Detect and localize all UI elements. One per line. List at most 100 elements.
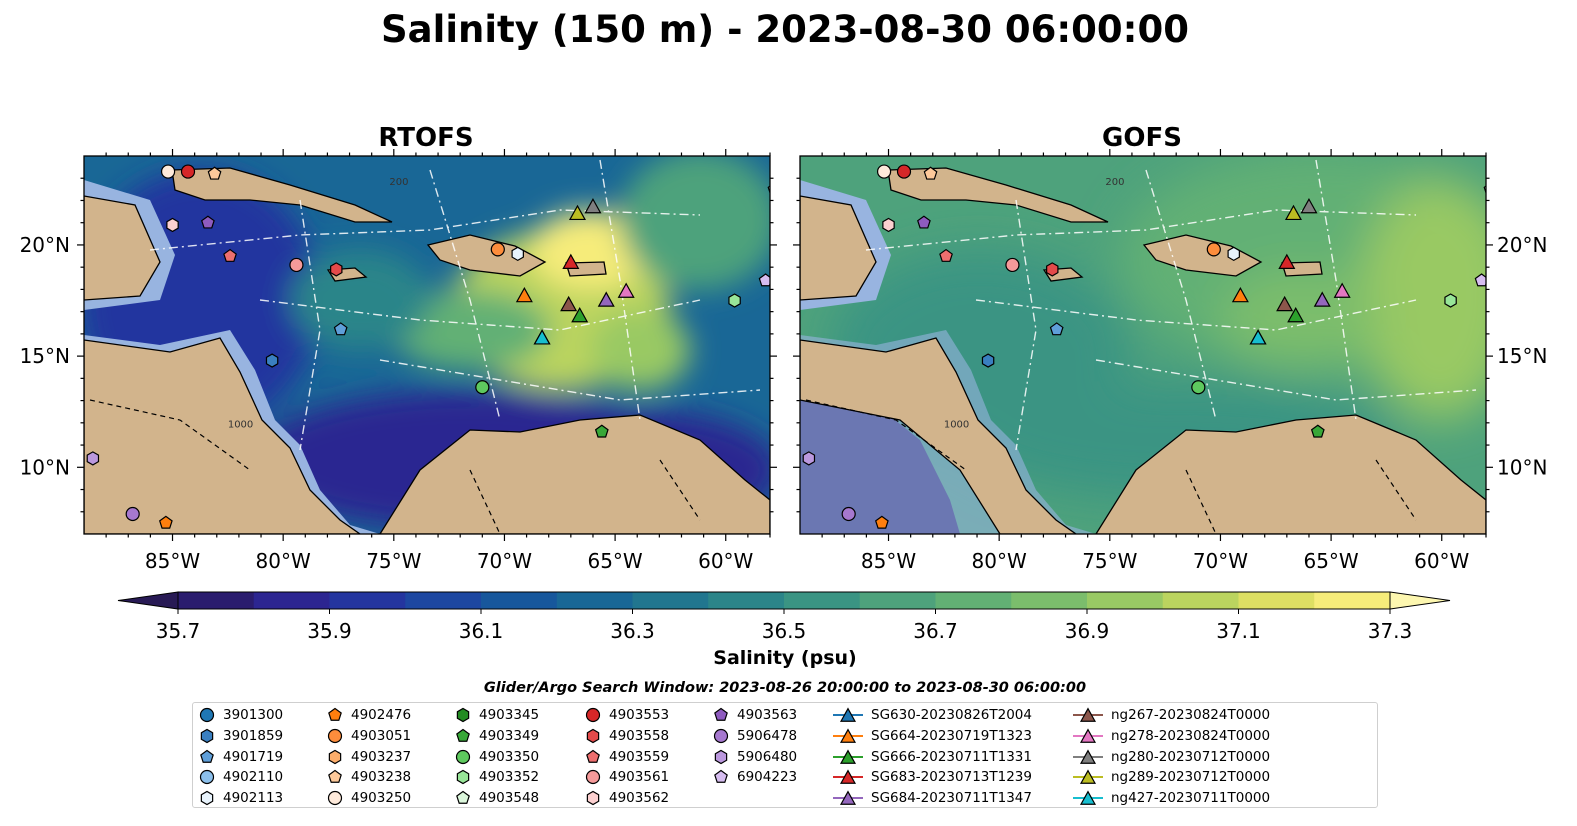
observation-marker-4903563 <box>201 215 215 229</box>
rtofs-panel-title: RTOFS <box>378 123 473 153</box>
legend-swatch <box>585 707 601 723</box>
colorbar-bin <box>253 592 330 609</box>
observation-marker-4903352 <box>1444 293 1457 308</box>
legend-marker <box>200 728 214 743</box>
legend-label: ng280-20230712T0000 <box>1111 748 1271 765</box>
legend-entry: 4903352 <box>455 767 539 787</box>
colorbar-tick-label: 37.3 <box>1368 619 1413 643</box>
legend-entry: ng278-20230824T0000 <box>1073 726 1270 746</box>
legend-swatch <box>714 707 728 721</box>
x-tick-label: 75°W <box>1082 549 1137 573</box>
legend-entry: SG664-20230719T1323 <box>833 726 1032 746</box>
observation-marker-ng280-20230712T0000 <box>1300 198 1318 214</box>
x-tick-label: 80°W <box>972 549 1027 573</box>
observation-marker-3901859 <box>265 353 279 368</box>
observation-marker-ng427-20230711T0000 <box>1249 329 1267 345</box>
observation-marker-4903562 <box>882 217 895 233</box>
legend-label: 4903051 <box>351 727 412 744</box>
observation-marker-6904223 <box>758 273 770 287</box>
legend-swatch <box>833 769 863 785</box>
observation-marker-4903561 <box>1005 257 1020 273</box>
observation-marker-4902476 <box>158 515 173 529</box>
legend-marker <box>455 749 471 764</box>
observation-marker-ng289-20230712T0000 <box>568 204 586 221</box>
legend-swatch <box>586 749 600 763</box>
legend-entry: 4903238 <box>327 767 411 787</box>
legend-entry: SG630-20230826T2004 <box>833 705 1032 725</box>
colorbar-tick-label: 36.9 <box>1065 619 1110 643</box>
rtofs-eez-boundaries <box>149 159 761 451</box>
legend-entry: SG666-20230711T1331 <box>833 747 1032 767</box>
legend-marker <box>586 749 600 763</box>
legend-marker <box>839 749 857 764</box>
legend-marker <box>1079 707 1097 722</box>
observation-marker-4903563 <box>917 215 931 229</box>
legend-label: 4903352 <box>479 769 540 786</box>
legend-entry: ng280-20230712T0000 <box>1073 747 1270 767</box>
legend-label: SG683-20230713T1239 <box>871 769 1032 786</box>
y-tick-label: 15°N <box>20 344 70 368</box>
legend-marker <box>456 790 470 805</box>
x-tick-label: 60°W <box>698 549 753 573</box>
colorbar-bin <box>481 592 558 609</box>
legend-marker <box>585 770 601 785</box>
legend-marker <box>328 707 342 721</box>
legend-swatch <box>456 790 470 805</box>
legend-swatch <box>327 728 343 743</box>
legend-marker <box>586 728 600 743</box>
colorbar-tick-label: 36.3 <box>610 619 655 643</box>
x-tick-label: 85°W <box>145 549 200 573</box>
legend-swatch <box>1073 769 1103 785</box>
legend-swatch <box>833 790 863 806</box>
legend-label: 4903558 <box>609 727 670 744</box>
gofs-political-borders <box>805 399 1417 534</box>
legend-marker <box>1079 728 1097 743</box>
legend-entry: 4903559 <box>585 747 669 767</box>
legend-label: 4903350 <box>479 748 540 765</box>
legend-marker <box>1079 749 1097 764</box>
x-tick-label: 70°W <box>477 549 532 573</box>
legend-entry: 4903558 <box>585 726 669 746</box>
legend-label: 3901300 <box>223 707 284 723</box>
observation-marker-4903250 <box>160 164 176 179</box>
observation-marker-SG684-20230711T1347 <box>597 291 615 307</box>
legend-marker <box>714 749 728 764</box>
y-tick-label: 20°N <box>20 233 70 257</box>
legend-swatch <box>1073 790 1103 806</box>
rtofs-panel: RTOFS <box>77 123 777 541</box>
legend-label: 4903553 <box>609 707 670 723</box>
observation-marker-4903250 <box>876 164 892 179</box>
legend-swatch <box>199 707 215 723</box>
observation-marker-5906480 <box>86 451 100 466</box>
legend: 3901300 3901859 4901719 4902110 4902113 49024… <box>192 702 1378 808</box>
legend-entry: 4902113 <box>199 788 283 808</box>
observation-marker-SG683-20230713T1239 <box>562 253 580 269</box>
colorbar-bin <box>708 592 785 609</box>
legend-entry: 4903349 <box>455 726 539 746</box>
legend-label: 4903250 <box>351 790 412 807</box>
observation-marker-4903350 <box>1191 380 1206 395</box>
legend-entry: 4902476 <box>327 705 411 725</box>
observation-marker-4903553 <box>896 164 912 179</box>
observation-marker-3901859 <box>981 353 995 368</box>
colorbar-bin <box>405 592 482 609</box>
colorbar-bin <box>556 592 633 609</box>
legend-entry: 4903250 <box>327 788 411 808</box>
observation-marker-4903558 <box>1046 262 1059 277</box>
observation-marker-ng278-20230824T0000 <box>1333 282 1351 298</box>
y-tick-label: 10°N <box>1497 455 1547 479</box>
legend-label: 5906480 <box>737 748 798 765</box>
legend-swatch <box>833 707 863 722</box>
legend-swatch <box>455 749 471 764</box>
legend-marker <box>839 790 857 806</box>
legend-label: 4903559 <box>609 748 670 765</box>
x-tick-labels: 85°W 80°W 75°W 70°W 65°W 60°W 85°W 80°W 75°W 70°W… <box>145 549 1470 573</box>
legend-entry: 4903237 <box>327 747 411 767</box>
legend-entry: 4903548 <box>455 788 539 808</box>
legend-marker <box>199 770 215 785</box>
legend-label: 5906478 <box>737 727 798 744</box>
legend-label: 4902476 <box>351 707 412 723</box>
observation-marker-4903553 <box>180 164 196 179</box>
observation-marker-4901719 <box>333 322 348 336</box>
